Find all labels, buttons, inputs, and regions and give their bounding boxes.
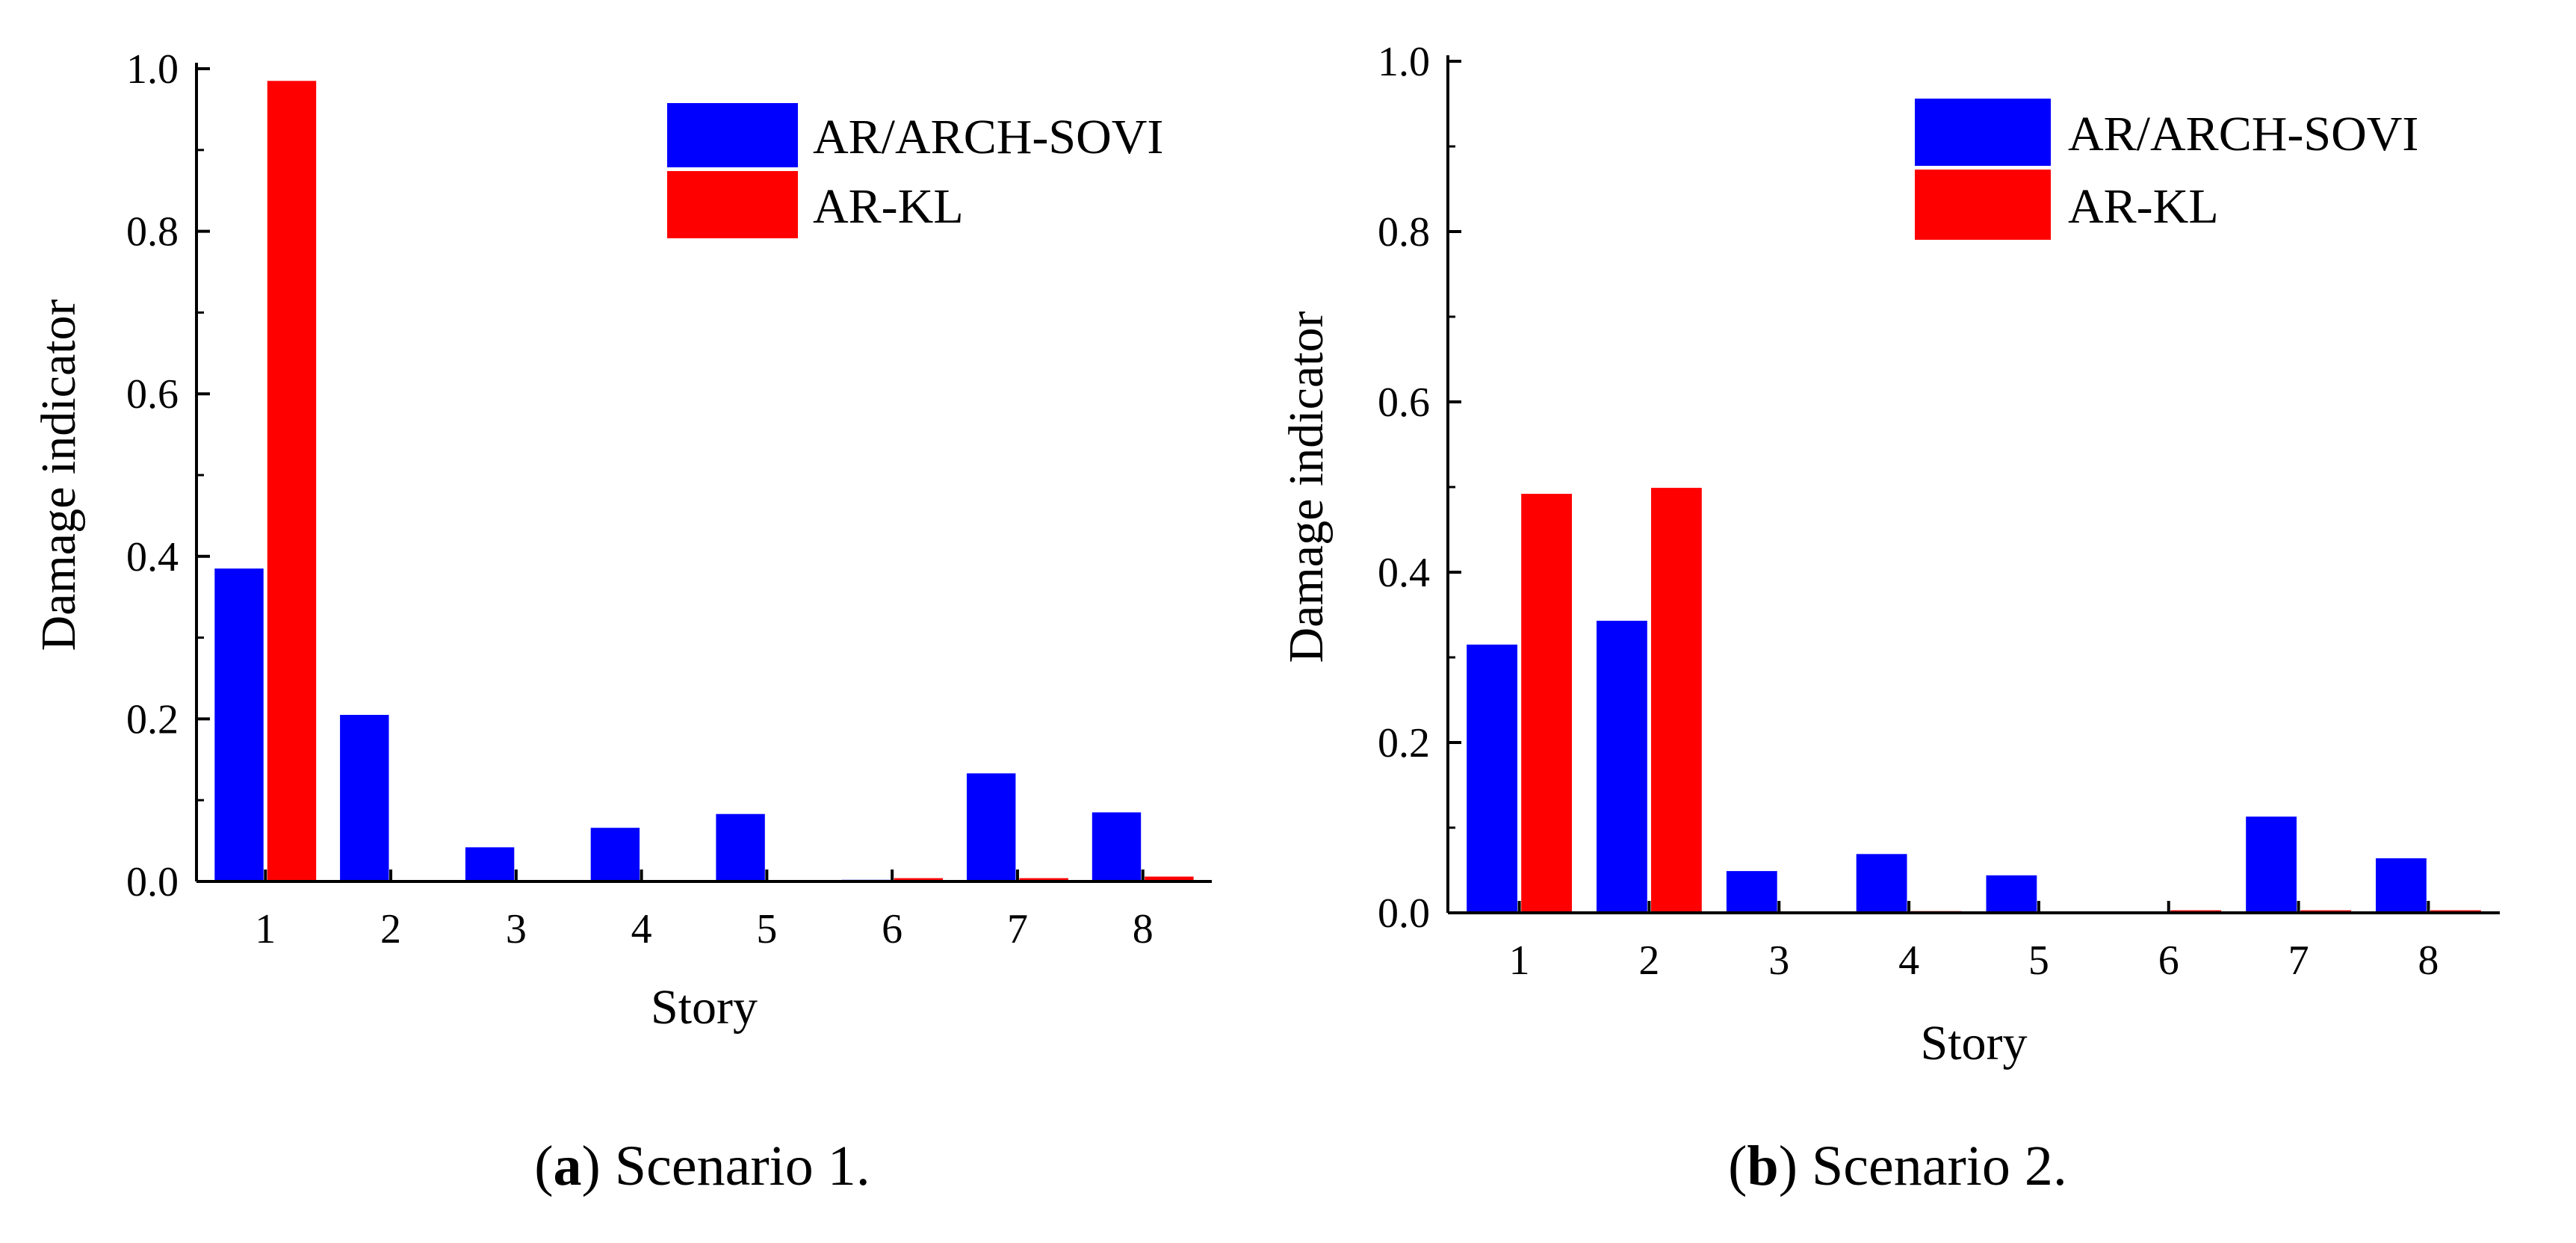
legend-label-ar-arch-sovi: AR/ARCH-SOVI (813, 110, 1163, 164)
x-axis-title: Story (651, 980, 758, 1035)
legend-label-ar-arch-sovi: AR/ARCH-SOVI (2068, 107, 2418, 161)
y-tick-label: 0.6 (126, 371, 179, 418)
x-tick-label: 8 (2418, 937, 2439, 984)
legend-label-ar-kl: AR-KL (813, 179, 964, 234)
caption-scenario-2: (b) Scenario 2. (1728, 1135, 2067, 1197)
bar-ar-arch-sovi-story-3 (465, 847, 515, 881)
y-tick-label: 0.4 (126, 534, 179, 580)
x-tick-label: 4 (1898, 937, 1919, 984)
bar-ar-arch-sovi-story-3 (1726, 871, 1777, 913)
x-tick-label: 3 (1768, 937, 1789, 984)
bar-ar-arch-sovi-story-1 (1467, 644, 1517, 913)
y-tick-label: 0.0 (126, 859, 179, 905)
x-tick-label: 7 (2288, 937, 2309, 984)
bar-ar-kl-story-2 (1651, 488, 1702, 913)
bar-ar-arch-sovi-story-5 (1986, 875, 2037, 913)
y-tick-label: 1.0 (126, 46, 179, 93)
legend-swatch-ar-arch-sovi (667, 103, 798, 167)
x-tick-label: 6 (2158, 937, 2179, 984)
x-tick-label: 2 (1638, 937, 1659, 984)
bar-ar-kl-story-1 (1521, 494, 1572, 913)
legend-swatch-ar-arch-sovi (1915, 99, 2051, 166)
y-tick-label: 1.0 (1378, 39, 1430, 85)
bar-ar-arch-sovi-story-4 (590, 828, 640, 881)
y-tick-label: 0.8 (1378, 209, 1430, 255)
legend-swatch-ar-kl (1915, 170, 2051, 240)
x-axis-title: Story (1920, 1016, 2027, 1070)
bar-ar-arch-sovi-story-5 (716, 813, 765, 881)
y-tick-label: 0.2 (126, 696, 179, 743)
y-tick-label: 0.2 (1378, 720, 1430, 766)
bar-ar-arch-sovi-story-7 (967, 773, 1016, 881)
bar-ar-arch-sovi-story-8 (2376, 858, 2427, 913)
bar-ar-arch-sovi-story-2 (340, 715, 389, 881)
bar-ar-arch-sovi-story-7 (2246, 816, 2297, 913)
y-axis-title: Damage indicator (1279, 311, 1334, 663)
y-tick-label: 0.4 (1378, 550, 1430, 596)
bar-ar-arch-sovi-story-2 (1597, 621, 1647, 913)
x-tick-label: 1 (1509, 937, 1530, 984)
caption-label: a (553, 1135, 582, 1197)
x-tick-label: 2 (380, 906, 401, 952)
bar-ar-arch-sovi-story-1 (214, 568, 264, 881)
caption-text: Scenario 2. (1812, 1135, 2067, 1197)
x-tick-label: 5 (756, 906, 777, 952)
x-tick-label: 8 (1133, 906, 1154, 952)
bar-ar-kl-story-1 (267, 81, 317, 881)
y-tick-label: 0.8 (126, 209, 179, 255)
caption-label: b (1747, 1135, 1779, 1197)
bar-ar-kl-story-7 (1019, 878, 1068, 881)
bar-ar-arch-sovi-story-8 (1092, 812, 1142, 881)
y-tick-label: 0.6 (1378, 379, 1430, 426)
bar-ar-kl-story-6 (894, 878, 944, 881)
caption-text: Scenario 1. (614, 1135, 870, 1197)
y-axis-title: Damage indicator (31, 300, 86, 651)
x-tick-label: 6 (882, 906, 902, 952)
x-tick-label: 3 (506, 906, 527, 952)
legend-swatch-ar-kl (667, 171, 798, 238)
x-tick-label: 7 (1007, 906, 1028, 952)
x-tick-label: 1 (255, 906, 276, 952)
bar-ar-arch-sovi-story-4 (1856, 854, 1907, 913)
bar-ar-kl-story-8 (1145, 876, 1194, 881)
legend-label-ar-kl: AR-KL (2068, 179, 2219, 234)
chart-scenario-1: 0.0 0.2 0.4 0.6 0.8 1.0 1 2 3 4 5 6 7 8 Story Damage in… (31, 46, 1212, 1035)
caption-scenario-1: (a) Scenario 1. (534, 1135, 870, 1197)
y-tick-label: 0.0 (1378, 890, 1430, 937)
x-tick-label: 5 (2028, 937, 2049, 984)
x-tick-label: 4 (631, 906, 652, 952)
chart-scenario-2: 0.0 0.2 0.4 0.6 0.8 1.0 1 2 3 4 5 6 7 8 Story Damage in… (1279, 39, 2500, 1070)
